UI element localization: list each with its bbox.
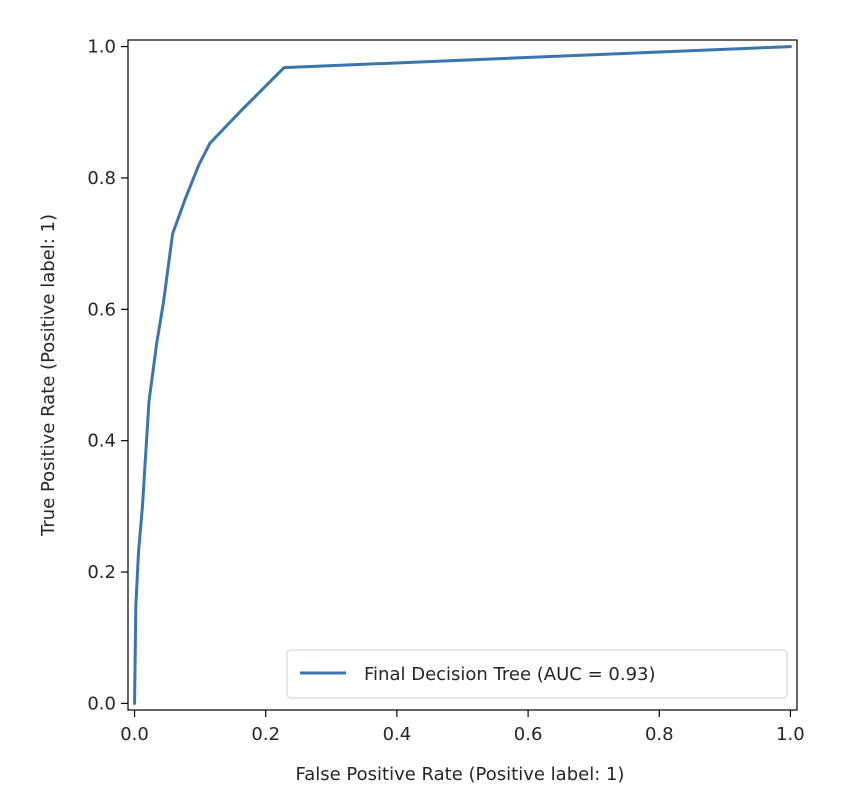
legend-entry-label: Final Decision Tree (AUC = 0.93) — [364, 664, 656, 685]
plot-area — [127, 39, 798, 711]
x-axis-label: False Positive Rate (Positive label: 1) — [296, 764, 625, 785]
y-tick-label: 0.4 — [87, 431, 116, 452]
x-tick-label: 1.0 — [776, 724, 805, 745]
y-tick-label: 1.0 — [87, 37, 116, 58]
legend: Final Decision Tree (AUC = 0.93) — [286, 649, 788, 699]
x-tick-label: 0.0 — [120, 724, 149, 745]
x-tick-label: 0.4 — [383, 724, 412, 745]
x-tick-label: 0.6 — [514, 724, 543, 745]
x-tick-label: 0.2 — [251, 724, 280, 745]
y-axis-label: True Positive Rate (Positive label: 1) — [38, 214, 59, 537]
y-tick-label: 0.8 — [87, 168, 116, 189]
roc-curve-line-0 — [133, 45, 792, 705]
x-tick-label: 0.8 — [645, 724, 674, 745]
y-tick-label: 0.6 — [87, 299, 116, 320]
y-tick-label: 0.0 — [87, 693, 116, 714]
y-tick-label: 0.2 — [87, 562, 116, 583]
x-axis-ticks: 0.0 0.2 0.4 0.6 0.8 1.0 — [120, 710, 805, 745]
legend-box — [286, 649, 788, 699]
plot-frame — [127, 39, 798, 711]
y-axis-ticks: 0.0 0.2 0.4 0.6 0.8 1.0 — [87, 37, 128, 714]
